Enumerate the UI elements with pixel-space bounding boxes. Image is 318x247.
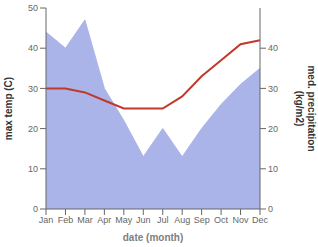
svg-text:20: 20 <box>28 124 38 134</box>
svg-text:0: 0 <box>268 204 273 214</box>
svg-text:10: 10 <box>28 164 38 174</box>
svg-text:May: May <box>115 215 133 225</box>
svg-text:max temp (C): max temp (C) <box>8 77 14 140</box>
svg-text:50: 50 <box>28 3 38 13</box>
svg-text:Mar: Mar <box>77 215 93 225</box>
svg-text:30: 30 <box>268 84 278 94</box>
svg-text:Sep: Sep <box>194 215 210 225</box>
svg-text:40: 40 <box>28 43 38 53</box>
svg-text:Nov: Nov <box>233 215 250 225</box>
svg-text:date (month): date (month) <box>123 232 184 243</box>
svg-text:20: 20 <box>268 124 278 134</box>
svg-text:Jun: Jun <box>136 215 151 225</box>
svg-text:Aug: Aug <box>174 215 190 225</box>
svg-text:30: 30 <box>28 84 38 94</box>
svg-text:10: 10 <box>268 164 278 174</box>
svg-text:0: 0 <box>33 204 38 214</box>
svg-text:Jan: Jan <box>39 215 54 225</box>
svg-text:Jul: Jul <box>157 215 169 225</box>
svg-text:40: 40 <box>268 43 278 53</box>
svg-text:Oct: Oct <box>214 215 229 225</box>
svg-text:med. precipitation(kg/m2): med. precipitation(kg/m2) <box>294 65 310 151</box>
svg-text:Apr: Apr <box>97 215 111 225</box>
svg-text:Dec: Dec <box>252 215 269 225</box>
svg-text:Feb: Feb <box>58 215 74 225</box>
